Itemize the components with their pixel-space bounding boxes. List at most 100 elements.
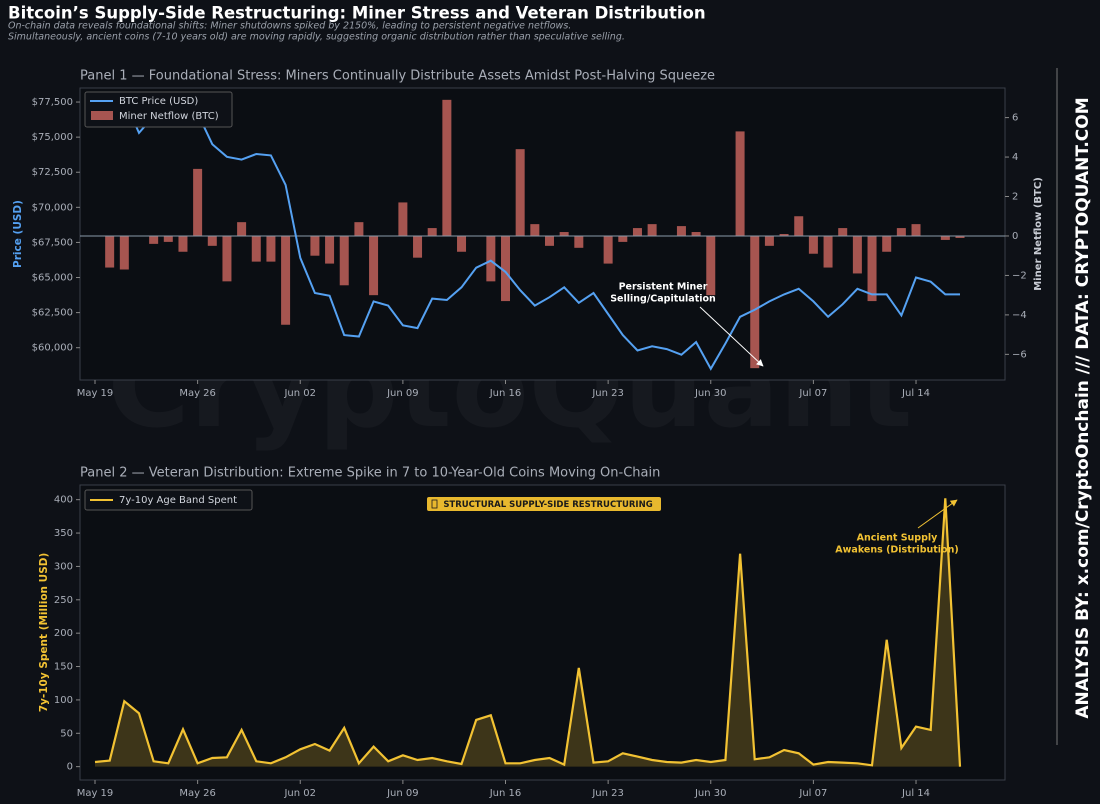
bar [178, 235, 188, 252]
badge-icon [431, 499, 438, 509]
bar [838, 228, 848, 236]
y2-tick-label: −2 [1012, 270, 1027, 281]
area-fill [95, 498, 960, 767]
y-tick-label: $72,500 [32, 167, 73, 178]
y2-axis-label: Miner Netflow (BTC) [1033, 177, 1044, 291]
x-tick-label: Jun 16 [489, 388, 522, 399]
bar [237, 222, 247, 236]
bar [794, 216, 804, 236]
x-tick-label: May 19 [77, 388, 114, 399]
badge-text: STRUCTURAL SUPPLY-SIDE RESTRUCTURING [443, 500, 652, 510]
bar [882, 235, 892, 252]
bar [193, 168, 203, 236]
x-tick-label: Jun 09 [386, 788, 419, 799]
bar [574, 235, 584, 248]
bar [207, 235, 217, 246]
subtitle: On-chain data reveals foundational shift… [8, 21, 571, 32]
bar [413, 235, 423, 258]
x-tick-label: Jul 07 [798, 788, 827, 799]
bar [603, 235, 613, 264]
area-line [94, 498, 962, 767]
bar [735, 131, 745, 236]
x-tick-label: Jun 16 [489, 788, 522, 799]
annotation-arrow [699, 306, 764, 367]
y-tick-label: 0 [67, 762, 73, 773]
y-tick-label: $60,000 [32, 343, 73, 354]
bar [706, 235, 716, 296]
x-tick-label: Jun 30 [694, 388, 727, 399]
panel-title: Panel 1 — Foundational Stress: Miners Co… [80, 69, 715, 84]
y-tick-label: 250 [54, 595, 73, 606]
panel-title: Panel 2 — Veteran Distribution: Extreme … [80, 466, 660, 481]
y2-tick-label: 0 [1012, 231, 1018, 242]
legend-label: BTC Price (USD) [119, 96, 198, 107]
bar [676, 226, 686, 236]
bar [149, 235, 159, 244]
bar [281, 235, 291, 325]
bar [105, 235, 115, 268]
x-tick-label: Jun 23 [591, 388, 624, 399]
bar [544, 235, 554, 246]
bar [867, 235, 877, 302]
bar [339, 235, 349, 286]
x-tick-label: May 26 [179, 388, 216, 399]
x-tick-label: Jun 09 [386, 388, 419, 399]
price-line [94, 98, 960, 371]
legend-box [84, 91, 233, 128]
bar [632, 228, 642, 236]
bar [119, 235, 129, 270]
bar [618, 235, 628, 242]
y2-tick-label: 2 [1012, 192, 1018, 203]
bar [222, 235, 232, 282]
bar [354, 222, 364, 236]
bar [369, 235, 379, 296]
x-tick-label: May 26 [179, 788, 216, 799]
bar [442, 99, 452, 236]
x-tick-label: Jul 14 [901, 388, 930, 399]
bar [251, 235, 261, 262]
y-axis-label: Price (USD) [12, 200, 24, 268]
x-tick-label: May 19 [77, 788, 114, 799]
y-tick-label: $62,500 [32, 308, 73, 319]
x-tick-label: Jun 23 [591, 788, 624, 799]
bar [486, 235, 496, 282]
x-tick-label: Jul 14 [901, 788, 930, 799]
bar [163, 235, 173, 242]
bar [911, 224, 921, 236]
annotation: Awakens (Distribution) [835, 545, 958, 556]
legend-box [84, 489, 253, 511]
bar [530, 224, 540, 236]
y-tick-label: $65,000 [32, 273, 73, 284]
y-tick-label: $77,500 [32, 97, 73, 108]
bar [940, 235, 950, 240]
y-tick-label: $70,000 [32, 202, 73, 213]
bar [779, 234, 789, 236]
bar [310, 235, 320, 256]
y2-tick-label: −4 [1012, 310, 1027, 321]
credits: ANALYSIS BY: x.com/CryptoOnchain /// DAT… [1073, 97, 1093, 718]
y-tick-label: 300 [54, 561, 73, 572]
y-tick-label: 400 [54, 495, 73, 506]
bar [896, 228, 906, 236]
y-tick-label: 350 [54, 528, 73, 539]
x-tick-label: Jun 02 [283, 388, 316, 399]
y-tick-label: $67,500 [32, 237, 73, 248]
y2-tick-label: −6 [1012, 349, 1027, 360]
legend-label: Miner Netflow (BTC) [119, 111, 219, 122]
y-tick-label: 50 [60, 728, 73, 739]
bar [515, 149, 525, 236]
bar [823, 235, 833, 268]
y-tick-label: $75,000 [32, 132, 73, 143]
plot-area [79, 484, 1006, 781]
bar [808, 235, 818, 254]
plot-area [79, 87, 1006, 381]
bar [647, 224, 657, 236]
y2-tick-label: 6 [1012, 113, 1018, 124]
y-tick-label: 150 [54, 662, 73, 673]
x-tick-label: Jul 07 [798, 388, 827, 399]
bar [691, 232, 701, 236]
bar [398, 202, 408, 236]
y2-tick-label: 4 [1012, 152, 1018, 163]
annotation-arrow [917, 499, 958, 529]
